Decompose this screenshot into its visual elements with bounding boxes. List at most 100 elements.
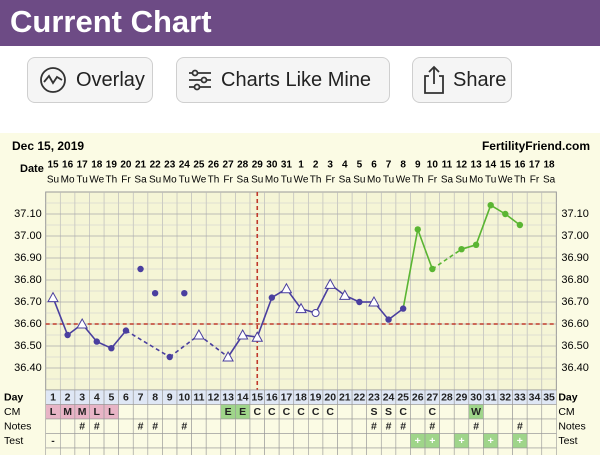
table-cell — [191, 404, 207, 420]
temp-segment — [256, 297, 273, 338]
row-cell: L — [94, 406, 101, 418]
temp-dot — [108, 345, 115, 352]
day-number: 27 — [426, 392, 438, 404]
temp-dot — [122, 327, 130, 334]
table-cell — [89, 433, 105, 449]
table-cell — [293, 418, 309, 434]
date-number: 24 — [179, 160, 191, 171]
date-number: 25 — [193, 160, 205, 171]
day-number: 28 — [441, 392, 453, 404]
day-number: 34 — [529, 392, 541, 404]
table-cell — [410, 418, 426, 434]
day-number: 29 — [456, 392, 468, 404]
weekday: Tu — [485, 175, 496, 186]
day-number: 8 — [152, 392, 158, 404]
date-number: 1 — [298, 160, 304, 171]
y-tick-label: 36.50 — [14, 340, 42, 352]
y-tick-label: 37.00 — [14, 230, 42, 242]
table-cell — [541, 418, 557, 434]
temp-dot — [502, 210, 509, 218]
day-number: 6 — [123, 392, 129, 404]
weekday: We — [89, 175, 104, 186]
date-number: 13 — [471, 160, 483, 171]
row-cell: E — [225, 406, 232, 418]
y-tick-label-right: 36.70 — [561, 296, 589, 308]
row-cell: C — [297, 406, 305, 418]
day-number: 4 — [94, 392, 100, 404]
table-cell — [118, 433, 134, 449]
date-number: 11 — [442, 160, 453, 171]
date-number: 16 — [62, 160, 74, 171]
temp-segment — [431, 248, 462, 270]
table-cell — [220, 418, 236, 434]
table-cell — [249, 418, 265, 434]
row-cell: # — [79, 421, 85, 433]
table-cell — [512, 447, 528, 455]
row-cell: S — [385, 406, 392, 418]
table-cell — [453, 404, 470, 420]
weekday: Fr — [530, 175, 540, 186]
day-number: 14 — [237, 392, 249, 404]
temp-triangle — [251, 331, 264, 342]
date-number: 23 — [164, 160, 176, 171]
table-cell — [453, 418, 470, 434]
table-cell — [205, 418, 222, 434]
temp-dot — [487, 202, 494, 209]
discarded-temp — [137, 265, 144, 273]
table-cell — [541, 433, 557, 449]
temp-segment — [125, 329, 171, 358]
weekday: Tu — [77, 175, 88, 186]
date-number: 16 — [514, 160, 526, 171]
weekday: Su — [149, 175, 161, 186]
weekday: Fr — [428, 175, 438, 186]
row-cell: # — [181, 421, 187, 433]
day-number: 33 — [514, 392, 526, 404]
date-number: 2 — [313, 160, 319, 171]
row-cell: # — [386, 421, 392, 433]
row-label-right: Test — [558, 435, 577, 447]
row-cell: W — [471, 406, 481, 418]
table-cell — [235, 447, 251, 455]
date-number: 20 — [120, 160, 132, 171]
share-button[interactable]: Share — [412, 57, 512, 103]
row-label: CM — [4, 406, 20, 418]
temp-dot — [429, 265, 436, 273]
y-tick-label: 36.70 — [14, 296, 42, 308]
date-number: 8 — [400, 160, 406, 171]
overlay-button[interactable]: Overlay — [27, 57, 153, 103]
table-cell — [118, 404, 134, 420]
day-number: 32 — [499, 392, 511, 404]
row-cell: + — [429, 435, 435, 447]
table-cell — [103, 433, 119, 449]
table-cell — [264, 433, 280, 449]
date-number: 21 — [135, 160, 147, 171]
date-number: 4 — [342, 160, 348, 171]
temp-segment — [110, 330, 127, 349]
table-cell — [337, 433, 353, 449]
button-label: Share — [453, 68, 507, 91]
day-number: 15 — [251, 392, 263, 404]
weekday: Th — [310, 175, 322, 186]
table-cell — [205, 404, 222, 420]
date-number: 5 — [357, 160, 363, 171]
table-cell — [103, 418, 119, 434]
temp-segment — [402, 229, 419, 309]
date-number: 22 — [150, 160, 162, 171]
temp-dot — [516, 221, 524, 229]
table-cell — [176, 404, 192, 420]
table-cell — [59, 418, 76, 434]
row-cell: C — [268, 406, 276, 418]
date-number: 28 — [237, 160, 249, 171]
weekday: Mo — [61, 175, 75, 186]
weekday: We — [396, 175, 411, 186]
row-cell: # — [152, 421, 158, 433]
day-number: 3 — [79, 392, 85, 404]
table-cell — [132, 433, 149, 449]
day-number: 12 — [208, 392, 220, 404]
table-cell — [74, 447, 90, 455]
table-cell — [322, 418, 338, 434]
y-tick-label: 36.40 — [14, 362, 42, 374]
charts-like-mine-button[interactable]: Charts Like Mine — [176, 57, 390, 103]
table-cell — [322, 433, 338, 449]
